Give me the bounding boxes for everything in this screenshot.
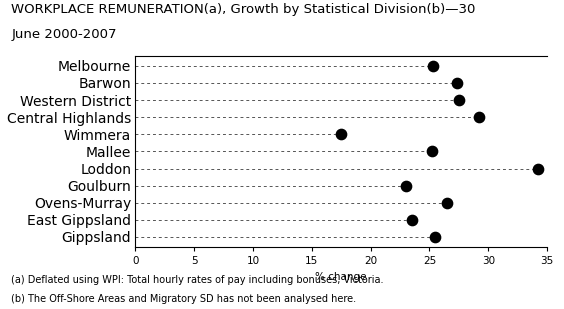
Point <box>533 166 542 171</box>
Text: (b) The Off-Shore Areas and Migratory SD has not been analysed here.: (b) The Off-Shore Areas and Migratory SD… <box>11 294 356 303</box>
Text: (a) Deflated using WPI: Total hourly rates of pay including bonuses, Victoria.: (a) Deflated using WPI: Total hourly rat… <box>11 275 384 285</box>
Point <box>455 98 464 103</box>
Point <box>474 115 483 120</box>
X-axis label: % change: % change <box>315 272 367 282</box>
Point <box>452 81 461 86</box>
Point <box>407 217 416 222</box>
Point <box>402 183 411 188</box>
Text: WORKPLACE REMUNERATION(a), Growth by Statistical Division(b)—30: WORKPLACE REMUNERATION(a), Growth by Sta… <box>11 3 475 16</box>
Point <box>429 63 438 68</box>
Point <box>431 235 440 239</box>
Point <box>337 132 346 137</box>
Text: June 2000-2007: June 2000-2007 <box>11 28 117 41</box>
Point <box>443 200 452 205</box>
Point <box>428 149 437 154</box>
